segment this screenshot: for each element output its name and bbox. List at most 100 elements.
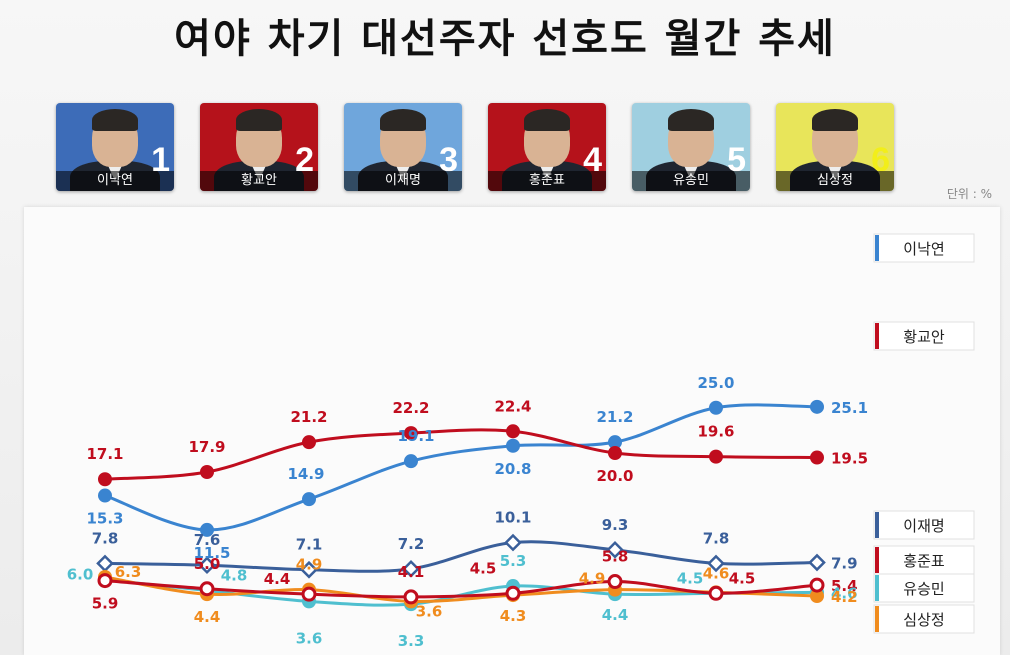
data-label: 19.1 [397, 427, 434, 445]
legend-label: 이재명 [903, 517, 944, 535]
series-line [104, 540, 818, 573]
data-label: 4.4 [264, 570, 291, 588]
legend-swatch [875, 323, 879, 349]
data-point [707, 554, 725, 573]
data-label: 4.4 [194, 608, 221, 626]
data-label: 7.1 [296, 536, 323, 554]
data-label: 4.2 [831, 588, 858, 606]
data-point [708, 585, 724, 601]
candidate-card: 4 홍준표 [488, 103, 606, 191]
data-label: 9.3 [602, 516, 629, 534]
data-point [301, 586, 317, 602]
data-label: 7.8 [92, 529, 119, 547]
data-label: 4.1 [398, 563, 425, 581]
data-label: 7.8 [703, 529, 730, 547]
legend-box [873, 573, 975, 603]
data-label: 5.0 [194, 555, 221, 573]
data-point [810, 399, 824, 414]
data-point [404, 426, 418, 441]
legend-item: 이재명 [873, 510, 975, 540]
data-label: 4.5 [729, 569, 756, 587]
candidate-rank: 3 [439, 141, 458, 179]
data-point [97, 573, 113, 589]
series-line [104, 579, 818, 599]
data-label: 4.3 [500, 607, 527, 625]
data-point [300, 560, 318, 579]
data-label: 3.3 [398, 632, 425, 650]
data-label: 11.5 [193, 544, 230, 562]
data-point [200, 465, 214, 480]
candidate-card: 5 유승민 [632, 103, 750, 191]
data-point [302, 492, 316, 507]
data-point [302, 435, 316, 450]
data-label: 7.9 [831, 555, 858, 573]
candidate-name: 이재명 [344, 171, 462, 191]
data-point [606, 540, 624, 559]
legend-label: 황교안 [903, 328, 945, 346]
legend-label: 유승민 [903, 580, 944, 598]
data-label: 6.0 [67, 566, 94, 584]
data-point [402, 560, 420, 578]
data-point [506, 424, 520, 439]
data-label: 22.4 [494, 397, 531, 415]
series-line [104, 428, 818, 481]
chart-panel: 15.3 11.5 14.9 19.1 20.8 21.2 25.0 25.1 17.1 17.9… [24, 207, 1000, 655]
data-point [404, 454, 418, 469]
data-label: 25.0 [697, 374, 734, 392]
data-point [608, 435, 622, 450]
candidate-name: 심상정 [776, 171, 894, 191]
data-label: 5.8 [602, 548, 629, 566]
data-point [199, 581, 215, 597]
candidate-rank: 5 [727, 141, 746, 179]
data-label: 7.6 [194, 531, 221, 549]
chart-title: 여야 차기 대선주자 선호도 월간 추세 [174, 16, 836, 62]
legend-swatch [875, 606, 879, 632]
candidate-card: 2 황교안 [200, 103, 318, 191]
data-label: 4.6 [703, 564, 730, 582]
data-point [98, 472, 112, 487]
data-point [504, 533, 522, 552]
data-point [810, 450, 824, 465]
data-label: 3.6 [296, 629, 323, 647]
data-point [608, 446, 622, 460]
candidate-rank: 2 [295, 141, 314, 179]
data-label: 15.3 [86, 510, 123, 528]
data-point [810, 588, 824, 603]
candidate-rank: 1 [151, 141, 170, 179]
candidate-name: 홍준표 [488, 171, 606, 191]
data-point [709, 449, 723, 464]
candidate-rank: 6 [871, 141, 890, 179]
candidate-name: 유승민 [632, 171, 750, 191]
data-label: 19.5 [831, 450, 868, 468]
data-label: 4.9 [579, 570, 606, 588]
legend-swatch [875, 547, 879, 573]
line-chart: 15.3 11.5 14.9 19.1 20.8 21.2 25.0 25.1 17.1 17.9… [67, 233, 975, 650]
data-point [809, 577, 825, 593]
legend-label: 이낙연 [903, 240, 944, 258]
data-label: 17.9 [188, 438, 225, 456]
legend-label: 심상정 [903, 611, 944, 629]
unit-label: 단위 : % [946, 187, 992, 201]
data-label: 4.5 [470, 559, 497, 577]
data-label: 4.4 [602, 606, 629, 624]
data-label: 10.1 [494, 509, 531, 527]
data-point [709, 400, 723, 415]
candidate-name: 이낙연 [56, 171, 174, 191]
legend-box [873, 510, 975, 540]
data-label: 4.6 [831, 584, 858, 602]
data-label: 4.9 [296, 556, 323, 574]
legend-label: 홍준표 [903, 552, 945, 570]
data-point [200, 522, 214, 537]
data-label: 21.2 [290, 408, 327, 426]
legend-box [873, 545, 975, 575]
data-label: 5.9 [92, 595, 119, 613]
data-label: 21.2 [596, 408, 633, 426]
legend-item: 홍준표 [873, 545, 975, 575]
series-line [104, 403, 818, 532]
legend-swatch [875, 235, 879, 261]
data-label: 4.5 [677, 569, 704, 587]
data-point [607, 574, 623, 590]
legend-box [873, 604, 975, 634]
data-point [96, 554, 114, 573]
legend-item: 황교안 [873, 321, 975, 351]
